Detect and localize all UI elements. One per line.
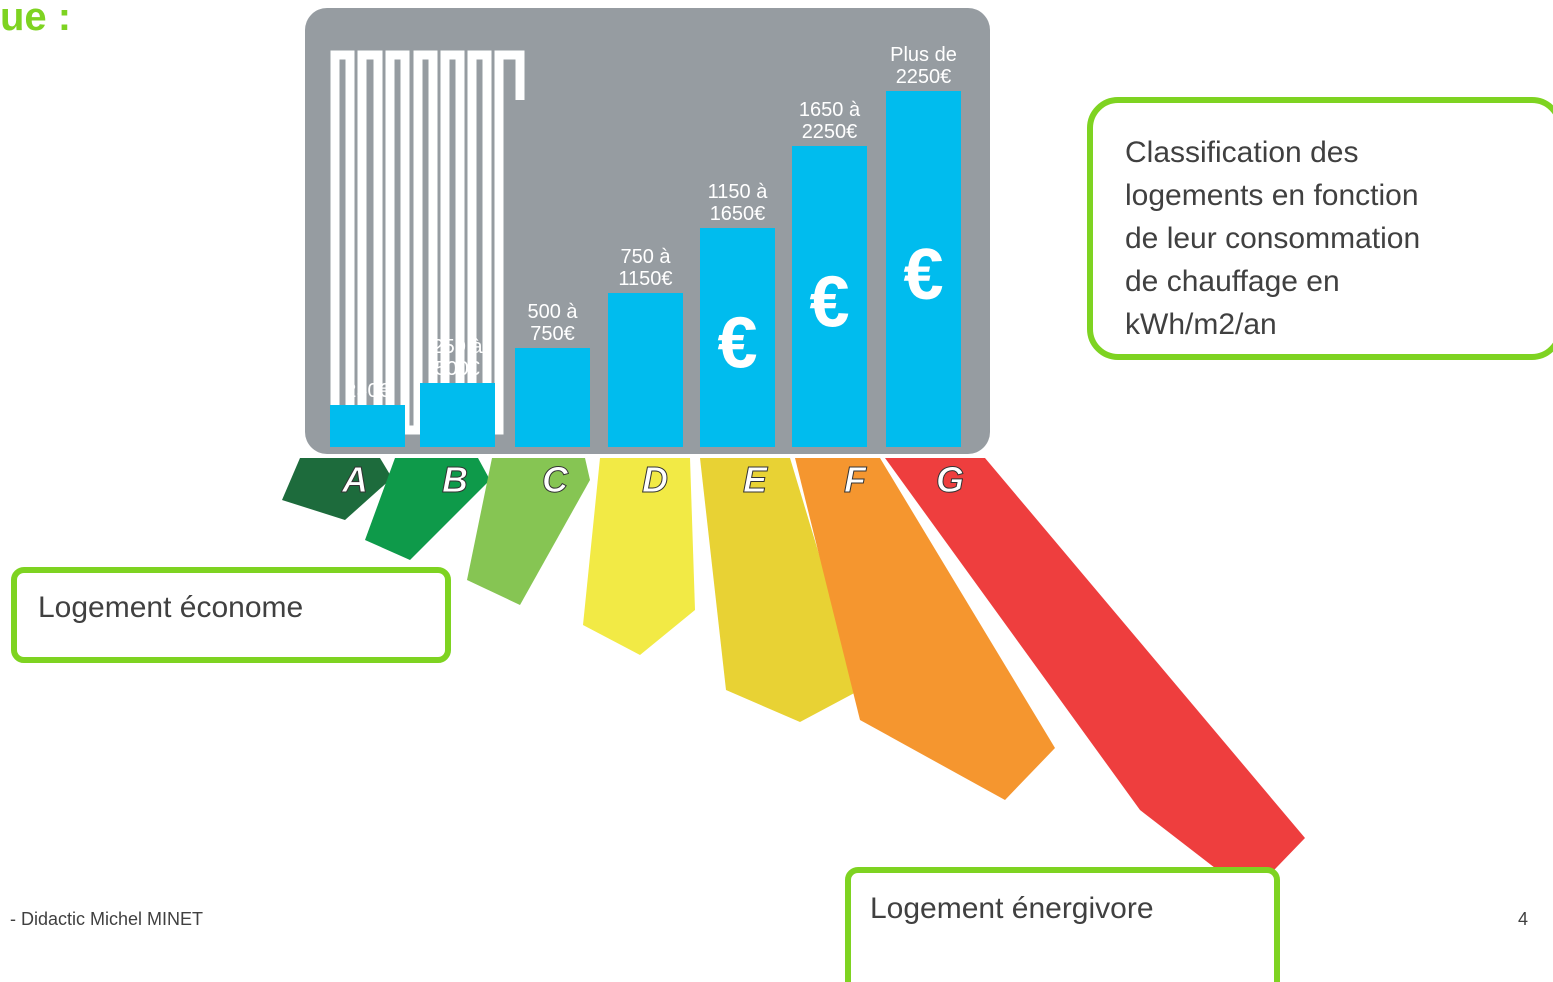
class-letter: B (442, 459, 468, 500)
bar-label: 2250€ (896, 66, 952, 88)
bar (515, 348, 590, 447)
callout-box (848, 870, 1277, 982)
class-letter: C (542, 459, 569, 500)
class-letter: G (936, 459, 964, 500)
bar-label: 1150€ (618, 268, 672, 290)
bar (330, 405, 405, 447)
euro-symbol: € (717, 304, 757, 384)
bar-label: 750€ (530, 323, 575, 345)
bar-label: 500€ (435, 358, 480, 380)
bar (420, 383, 495, 447)
bar (608, 293, 683, 447)
callout-text: logements en fonction (1125, 179, 1419, 212)
ribbon (282, 458, 392, 520)
class-letter: F (844, 459, 867, 500)
footer-author: - Didactic Michel MINET (10, 909, 203, 929)
ribbons (282, 458, 1305, 895)
bar-label: 1150 à (708, 181, 769, 203)
bar-label: 250€ (345, 380, 390, 402)
callout-text: Classification des (1125, 136, 1358, 169)
bar-label: 1650 à (799, 99, 861, 121)
callout-text: Logement économe (38, 591, 303, 624)
ribbon (583, 458, 695, 655)
page-number: 4 (1518, 909, 1528, 929)
euro-symbol: € (903, 235, 943, 315)
class-letter: D (642, 459, 668, 500)
euro-symbol: € (809, 263, 849, 343)
callout-text: de leur consommation (1125, 222, 1420, 255)
callout-text: Logement énergivore (870, 892, 1154, 925)
bar-label: 2250€ (802, 121, 858, 143)
bar-label: Plus de (890, 44, 957, 66)
callout-text: de chauffage en (1125, 265, 1340, 298)
bar-label: 1650€ (710, 203, 766, 225)
bar-label: 500 à (527, 301, 578, 323)
class-letter: A (341, 459, 368, 500)
slide-title: ue : (0, 0, 71, 39)
callout-text: kWh/m2/an (1125, 308, 1277, 341)
bar-label: 750 à (620, 246, 671, 268)
slide: ue : Logement économe Logement énergivor… (0, 0, 1553, 982)
class-letter: E (743, 459, 768, 500)
bar-label: 250 à (432, 336, 483, 358)
